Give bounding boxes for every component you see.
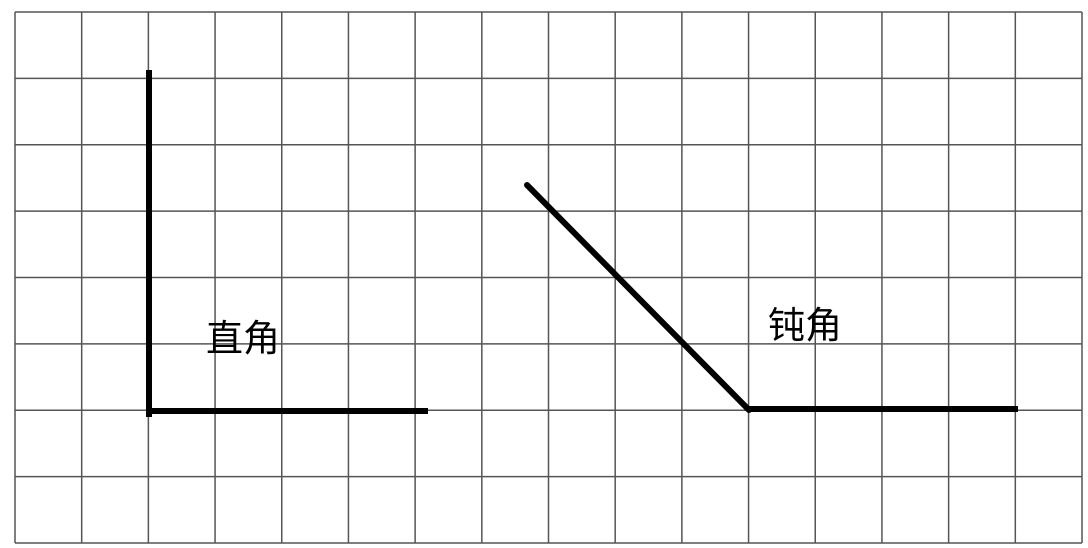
grid-lines xyxy=(14,11,1083,544)
obtuse-angle: 钝角 xyxy=(524,182,1018,413)
right-angle: 直角 xyxy=(146,70,428,417)
obtuse-angle-slanted-ray xyxy=(524,182,752,413)
obtuse-angle-label: 钝角 xyxy=(768,304,842,347)
right-angle-label: 直角 xyxy=(206,317,280,360)
